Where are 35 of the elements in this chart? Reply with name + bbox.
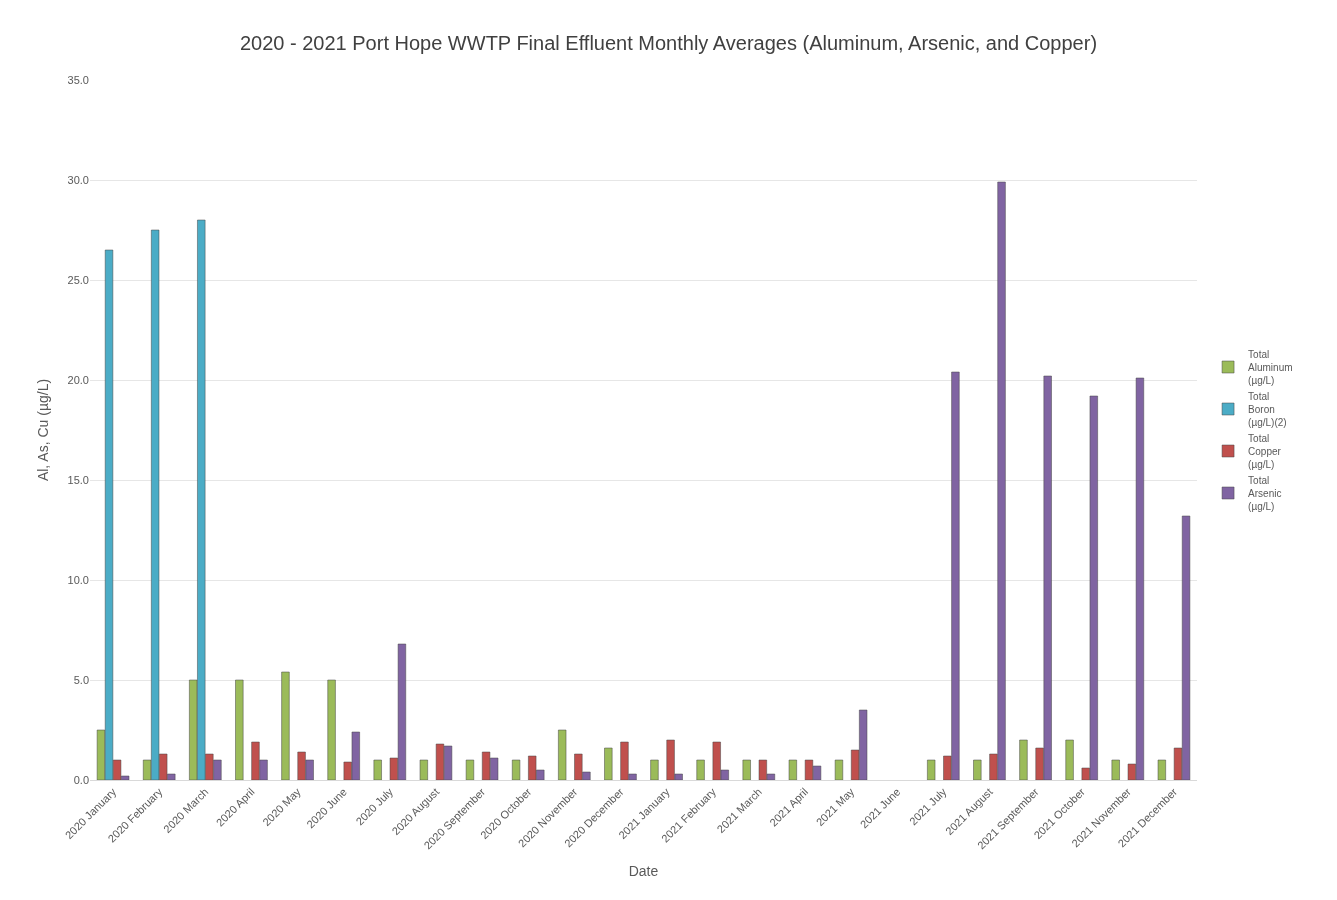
bar — [742, 759, 751, 780]
bar — [788, 759, 797, 780]
bar — [512, 759, 521, 780]
bar — [834, 759, 844, 780]
bar — [558, 729, 567, 780]
bar — [650, 759, 659, 780]
bar — [604, 747, 613, 780]
y-tick-label: 15.0 — [67, 473, 89, 486]
bar — [235, 679, 244, 780]
bar — [419, 759, 428, 780]
y-tick-label: 0.0 — [73, 773, 89, 786]
bar — [1065, 739, 1074, 780]
y-tick-label: 20.0 — [67, 373, 89, 386]
y-axis-title: Al, As, Cu (µg/L) — [35, 378, 52, 482]
legend-label: Total Arsenic (µg/L) — [1248, 474, 1282, 512]
bar — [927, 759, 936, 780]
x-axis-title: Date — [628, 862, 659, 879]
y-tick-label: 25.0 — [67, 273, 89, 286]
y-tick-label: 5.0 — [73, 673, 89, 686]
legend-label: Total Aluminum (µg/L) — [1248, 348, 1293, 386]
y-tick-label: 10.0 — [67, 573, 89, 586]
bar — [373, 759, 382, 780]
bar — [327, 679, 336, 780]
bar — [1157, 759, 1166, 780]
chart-title: 2020 - 2021 Port Hope WWTP Final Effluent Monthly Averages (Aluminum, Arsenic, and Copper) — [239, 32, 1098, 54]
y-tick-label: 30.0 — [67, 173, 89, 186]
legend-label: Total Boron (µg/L)(2) — [1248, 390, 1287, 428]
bar — [1111, 759, 1120, 780]
bar — [281, 671, 290, 780]
bar — [973, 759, 982, 780]
bar — [1019, 739, 1028, 780]
legend-label: Total Copper (µg/L) — [1248, 432, 1282, 470]
bar — [696, 759, 705, 780]
bar — [465, 759, 475, 780]
y-tick-label: 35.0 — [67, 73, 89, 86]
